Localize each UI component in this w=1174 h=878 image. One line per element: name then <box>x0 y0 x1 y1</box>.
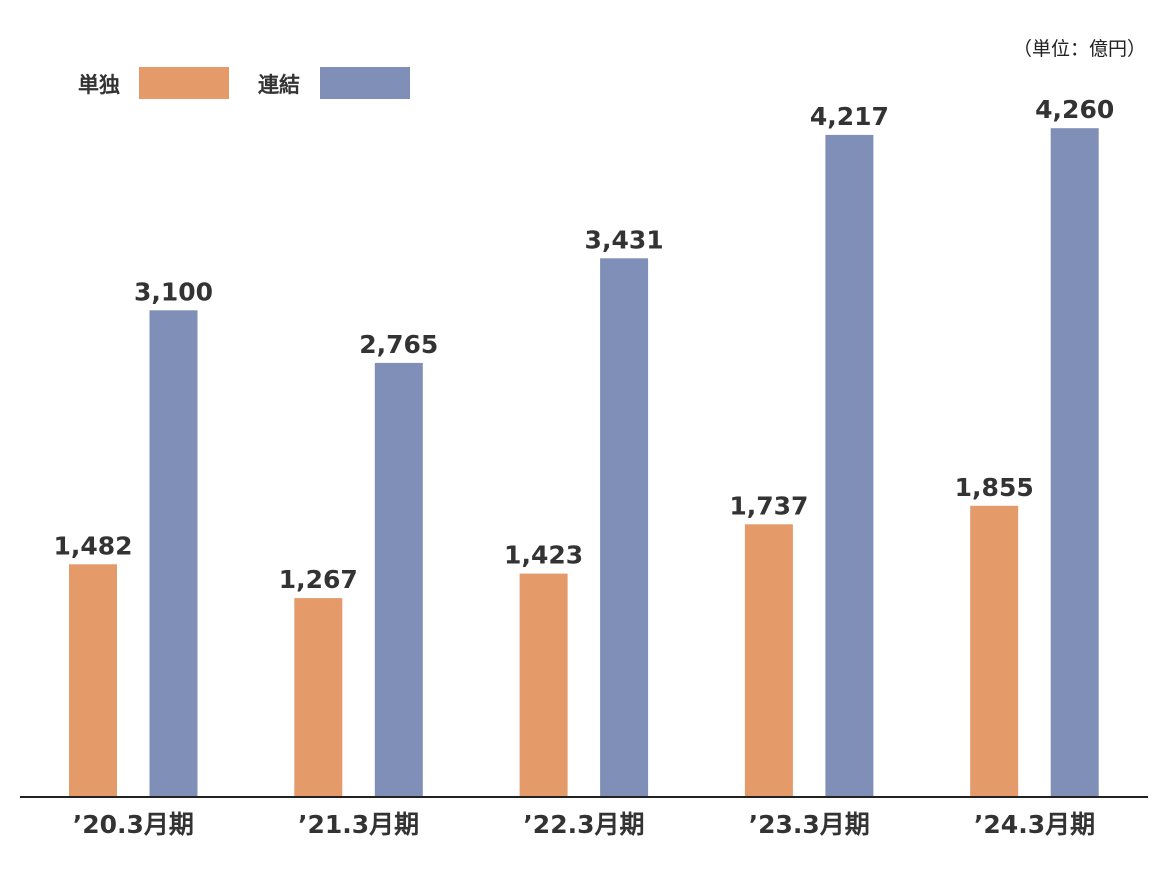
bar-consolidated-2 <box>600 258 649 797</box>
x-tick-label-3: ’23.3月期 <box>749 810 870 839</box>
bar-standalone-0 <box>69 564 117 797</box>
x-axis-ticks: ’20.3月期 ’21.3月期 ’22.3月期 ’23.3月期 ’24.3月期 <box>73 810 1095 839</box>
value-label-consolidated-1: 2,765 <box>359 330 438 359</box>
legend-label-standalone: 単独 <box>78 73 120 97</box>
legend-label-consolidated: 連結 <box>258 73 300 97</box>
legend-swatch-consolidated <box>320 67 410 99</box>
unit-label: （単位：億円） <box>1013 38 1146 60</box>
bar-consolidated-4 <box>1050 128 1099 797</box>
value-label-consolidated-4: 4,260 <box>1035 95 1114 124</box>
value-label-standalone-4: 1,855 <box>955 473 1034 502</box>
x-tick-label-1: ’21.3月期 <box>298 810 419 839</box>
bar-consolidated-0 <box>149 310 198 797</box>
legend: 単独 連結 <box>78 67 410 99</box>
bar-consolidated-3 <box>825 134 874 797</box>
bars <box>69 128 1099 797</box>
bar-standalone-4 <box>970 505 1019 797</box>
value-labels: 1,482 3,100 1,267 2,765 1,423 3,431 1,737 4,217… <box>53 95 1114 594</box>
value-label-consolidated-2: 3,431 <box>585 225 664 254</box>
value-label-standalone-0: 1,482 <box>53 531 132 560</box>
value-label-standalone-1: 1,267 <box>279 565 358 594</box>
x-tick-label-4: ’24.3月期 <box>974 810 1095 839</box>
bar-standalone-3 <box>744 524 793 797</box>
x-tick-label-2: ’22.3月期 <box>523 810 644 839</box>
value-label-standalone-3: 1,737 <box>729 491 808 520</box>
x-tick-label-0: ’20.3月期 <box>73 810 194 839</box>
value-label-standalone-2: 1,423 <box>504 541 583 570</box>
value-label-consolidated-0: 3,100 <box>134 277 213 306</box>
bar-standalone-1 <box>294 598 343 797</box>
bar-standalone-2 <box>519 573 568 797</box>
bar-consolidated-1 <box>374 362 423 797</box>
legend-swatch-standalone <box>139 67 229 99</box>
value-label-consolidated-3: 4,217 <box>810 102 889 131</box>
